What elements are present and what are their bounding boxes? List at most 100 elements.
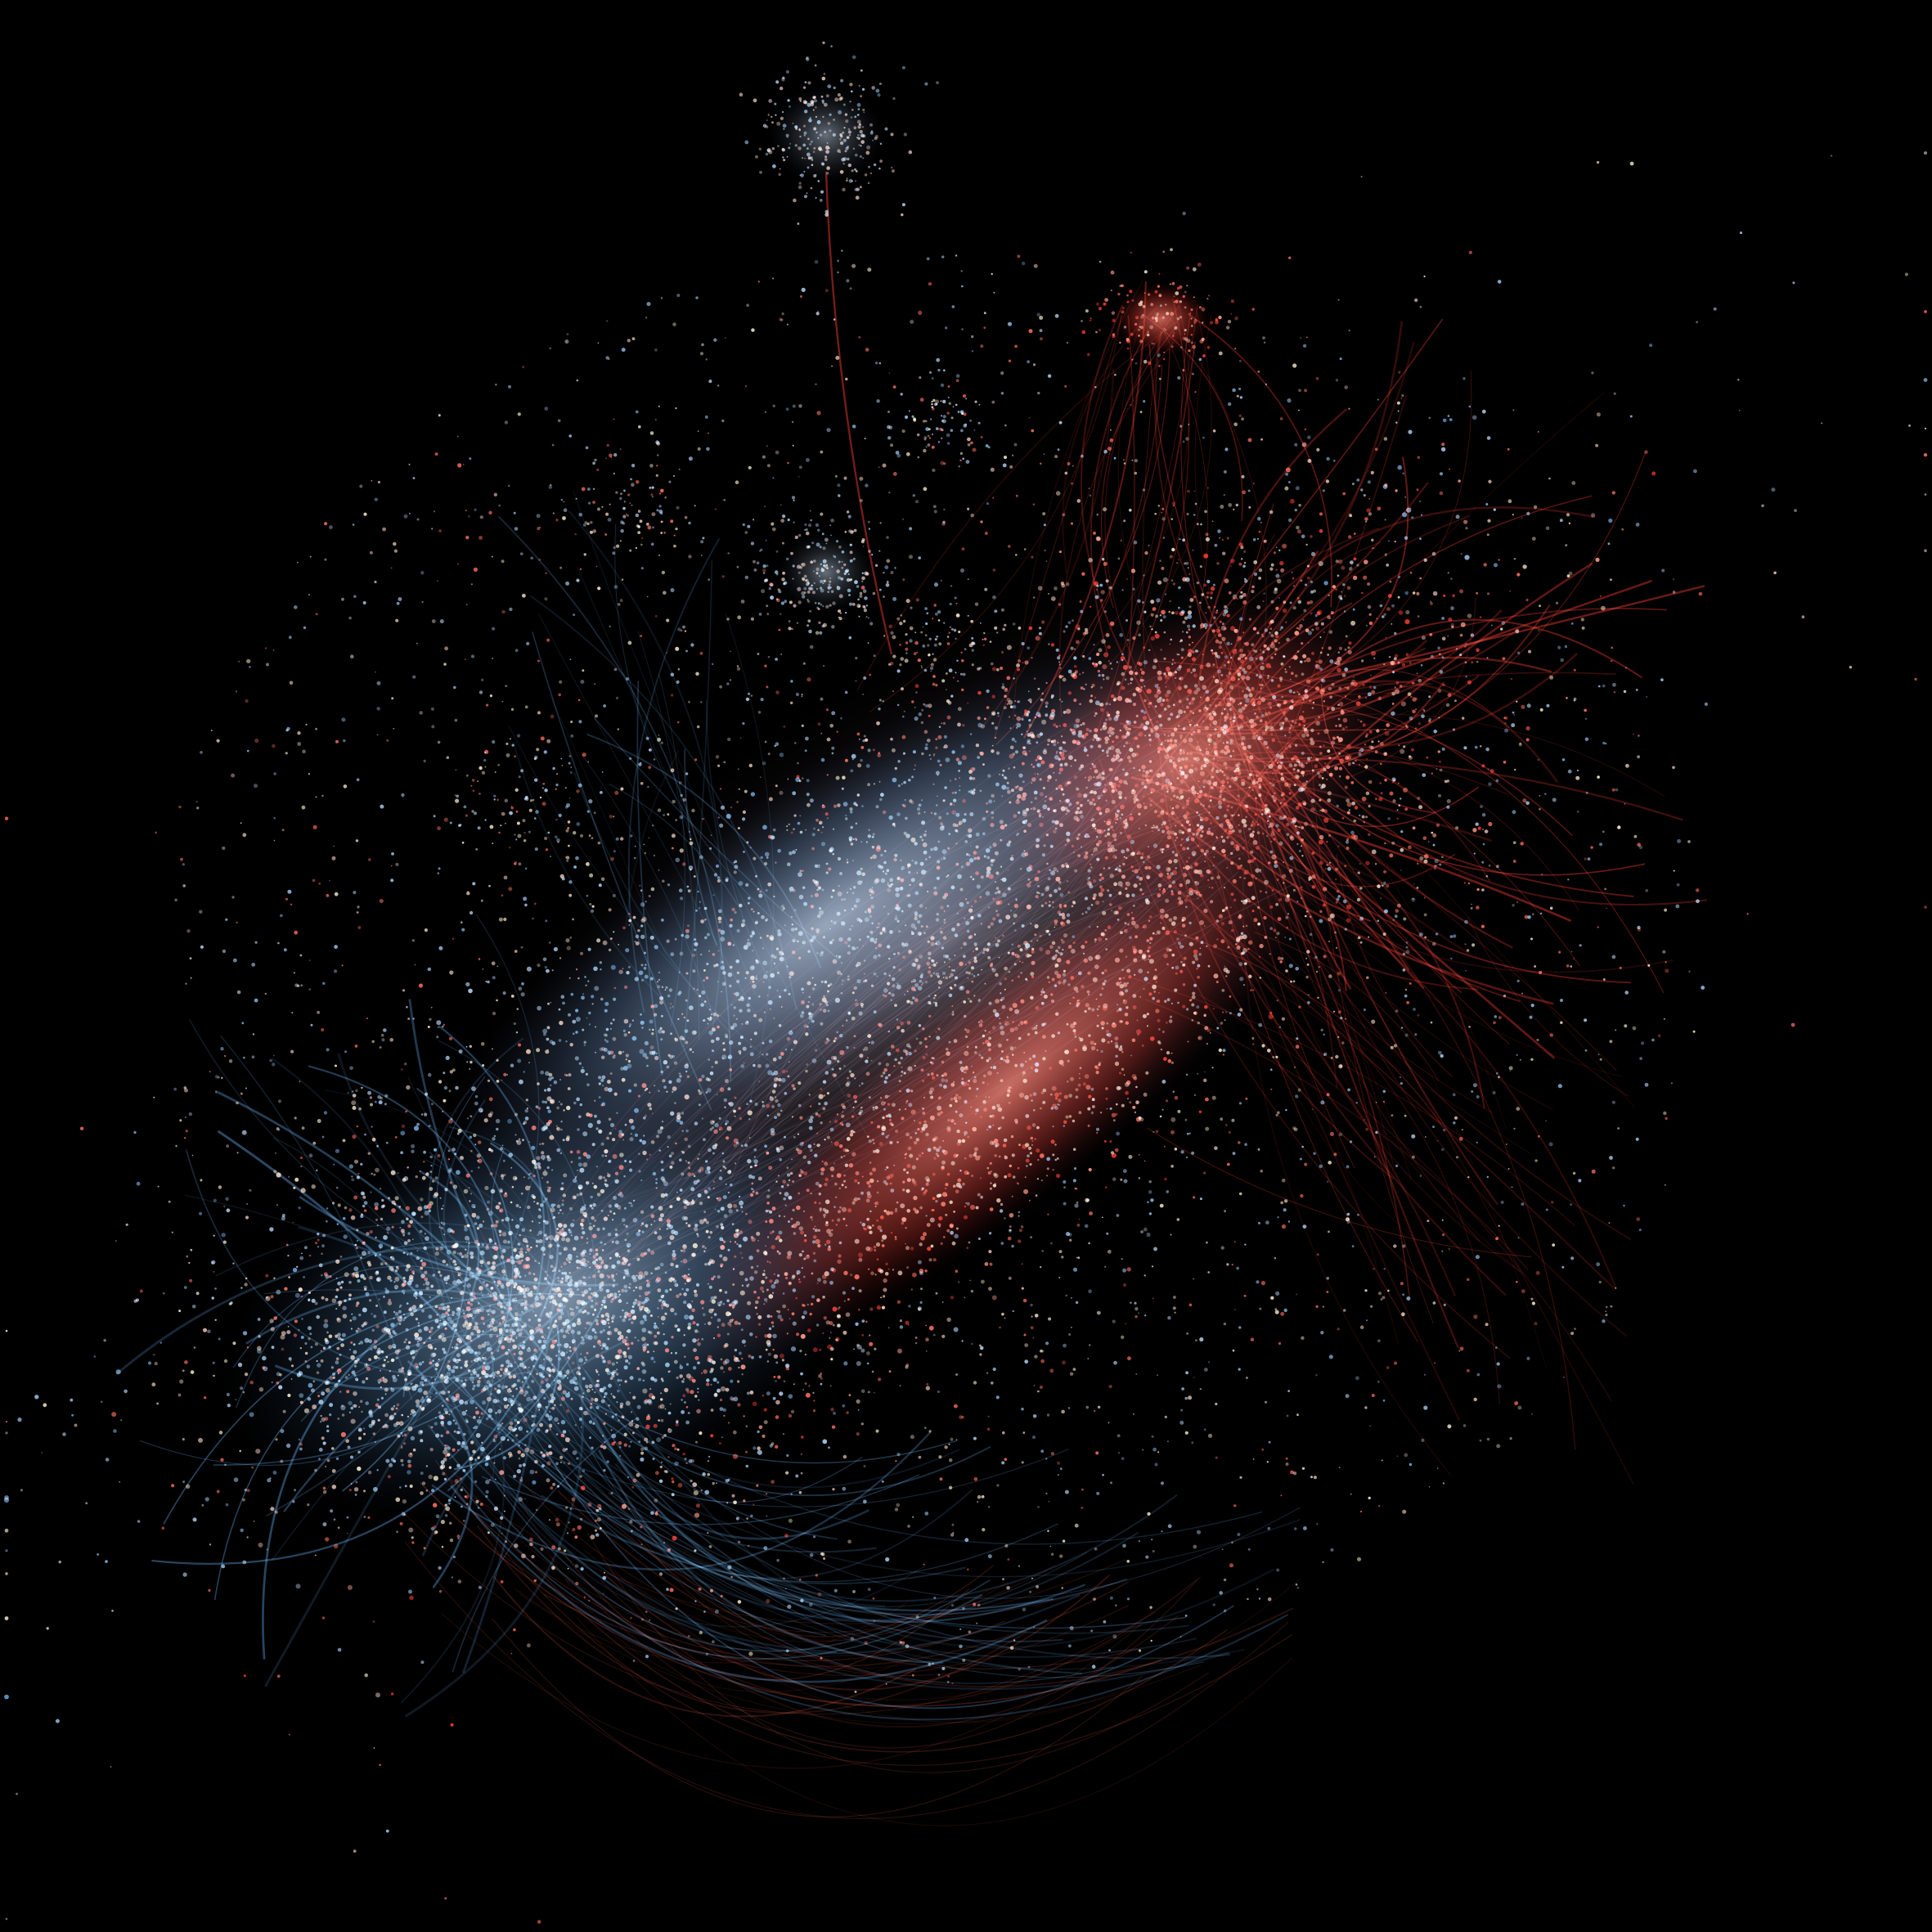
blue-band-node: [1136, 875, 1139, 879]
blue-cluster-node: [612, 1314, 616, 1319]
blue-band-node: [603, 1176, 605, 1179]
red-edge-arc: [995, 348, 1170, 745]
blue-cluster-node: [429, 1296, 431, 1298]
red-cluster-node: [1161, 829, 1166, 833]
blue-cluster-node: [241, 1130, 247, 1135]
blue-edge-arc: [439, 1422, 1230, 1691]
red-cluster-node: [1266, 746, 1269, 749]
blue-band-node: [964, 917, 966, 920]
red-edge-arc: [627, 1578, 1301, 1723]
blue-band-node: [877, 922, 880, 925]
red-cluster-node: [1397, 903, 1401, 908]
red-cluster-node: [1226, 537, 1229, 540]
blue-cluster-node: [386, 1231, 389, 1233]
blue-cluster-node: [204, 1396, 207, 1400]
blue-band-node: [884, 872, 887, 875]
blue-cluster-node: [376, 1469, 379, 1471]
blue-band-node: [729, 923, 733, 928]
blue-band-node: [945, 757, 950, 762]
blue-band-node: [753, 1031, 757, 1036]
blue-band-node: [367, 1251, 371, 1254]
blue-cluster-node: [596, 1340, 602, 1346]
blue-band-node: [738, 1050, 742, 1054]
red-cluster-node: [1134, 736, 1138, 740]
red-edge-arc: [620, 1488, 990, 1642]
blue-band-node: [833, 921, 837, 925]
blue-cluster-node: [607, 1233, 612, 1237]
blue-band-node: [896, 703, 900, 707]
blue-cluster-node: [184, 1360, 188, 1364]
blue-cluster-node: [461, 1255, 465, 1259]
red-cluster-node: [1304, 660, 1306, 663]
blue-cluster-node: [514, 1361, 516, 1364]
blue-cluster-node: [500, 1305, 504, 1309]
blue-cluster-node: [624, 1380, 627, 1383]
blue-cluster-node: [595, 1368, 598, 1372]
blue-cluster-node: [681, 1399, 683, 1401]
blue-cluster-node: [670, 1277, 673, 1280]
blue-band-node: [538, 1221, 541, 1224]
red-cluster-node: [1400, 748, 1405, 754]
blue-band-node: [793, 1040, 798, 1045]
blue-band-node: [335, 1186, 339, 1189]
blue-band-node: [1066, 831, 1071, 836]
blue-cluster-node: [520, 1453, 525, 1458]
red-cluster-node: [1294, 744, 1298, 747]
blue-cluster-node: [465, 1324, 471, 1330]
blue-cluster-node: [485, 1417, 489, 1421]
blue-band-node: [654, 1220, 656, 1222]
blue-cluster-node: [542, 1200, 546, 1203]
blue-cluster-node: [535, 1301, 541, 1308]
red-edge-arc: [542, 1581, 1130, 1668]
blue-cluster-node: [425, 1236, 429, 1241]
blue-band-node: [631, 1125, 636, 1130]
red-edge-arc: [1062, 306, 1159, 574]
blue-band-node: [957, 874, 962, 879]
red-cluster-node: [1177, 559, 1179, 561]
blue-cluster-node: [717, 1210, 721, 1213]
blue-cluster-node: [412, 1308, 417, 1313]
blue-cluster-node: [384, 1289, 389, 1294]
blue-band-node: [644, 851, 647, 855]
red-cluster-node: [1024, 709, 1028, 713]
red-cluster-node: [1166, 699, 1169, 702]
blue-cluster-node: [325, 1387, 330, 1393]
blue-cluster-node: [420, 1471, 424, 1476]
blue-band-node: [843, 1155, 846, 1157]
blue-band-node: [640, 1020, 645, 1025]
blue-cluster-node: [564, 1274, 570, 1280]
blue-band-node: [1398, 575, 1401, 579]
red-cluster-node: [1270, 600, 1274, 604]
blue-band-node: [113, 1429, 117, 1433]
blue-band-node: [834, 997, 840, 1003]
blue-band-node: [726, 1126, 732, 1131]
red-edge-arc: [1022, 281, 1147, 739]
red-cluster-node: [1281, 695, 1283, 699]
blue-band-node: [643, 951, 646, 955]
blue-band-node: [559, 1209, 562, 1211]
blue-cluster-node: [457, 1427, 460, 1430]
blue-band-node: [820, 980, 824, 983]
blue-cluster-node: [548, 1410, 551, 1413]
blue-band-node: [847, 977, 850, 981]
blue-cluster-node: [622, 1338, 627, 1344]
blue-band-node: [1771, 487, 1776, 492]
blue-band-node: [703, 906, 708, 910]
blue-cluster-node: [557, 1223, 563, 1228]
blue-cluster-node: [304, 1360, 308, 1363]
blue-cluster-node: [704, 1489, 710, 1495]
blue-cluster-node: [793, 1135, 796, 1139]
blue-band-node: [632, 915, 636, 919]
blue-cluster-node: [348, 1489, 352, 1492]
red-cluster-node: [1344, 785, 1348, 789]
blue-cluster-node: [487, 1324, 491, 1328]
blue-band-node: [547, 1109, 551, 1114]
blue-cluster-node: [474, 1458, 477, 1461]
blue-cluster-node: [527, 1247, 531, 1252]
blue-cluster-node: [511, 1339, 515, 1342]
blue-cluster-node: [622, 1277, 626, 1279]
blue-cluster-node: [407, 1463, 412, 1468]
blue-band-node: [1392, 671, 1395, 674]
red-cluster-node: [951, 792, 955, 794]
blue-cluster-node: [670, 1262, 674, 1267]
